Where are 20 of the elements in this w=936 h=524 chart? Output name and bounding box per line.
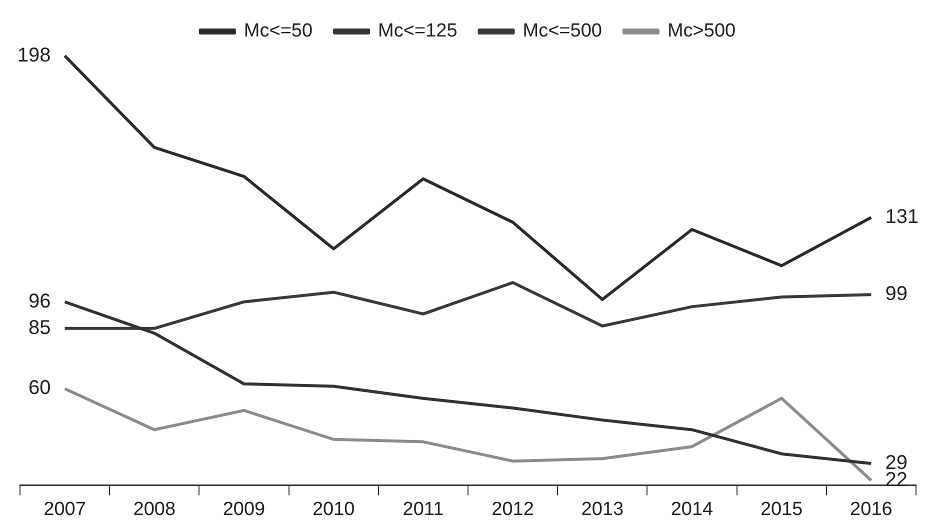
x-tick-label: 2013: [581, 498, 624, 520]
legend-label: Mc<=50: [244, 20, 313, 42]
x-tick-label: 2008: [133, 498, 176, 520]
x-tick-label: 2012: [492, 498, 534, 520]
data-label: 99: [885, 283, 908, 306]
data-label: 198: [17, 44, 51, 66]
x-tick-label: 2009: [222, 498, 266, 520]
legend-label: Mc<=125: [378, 20, 458, 42]
data-label: 96: [28, 290, 51, 312]
x-tick-label: 2007: [44, 498, 86, 520]
x-tick-label: 2016: [850, 498, 892, 520]
x-tick-label: 2014: [670, 498, 714, 520]
legend-label: Mc<=500: [522, 20, 602, 42]
data-label: 85: [28, 316, 51, 339]
x-tick-label: 2010: [312, 498, 355, 520]
x-tick-label: 2015: [760, 498, 803, 520]
x-tick-label: 2011: [402, 498, 444, 520]
data-label: 60: [28, 377, 51, 400]
legend-label: Mc>500: [667, 20, 736, 42]
data-label: 131: [885, 206, 919, 228]
